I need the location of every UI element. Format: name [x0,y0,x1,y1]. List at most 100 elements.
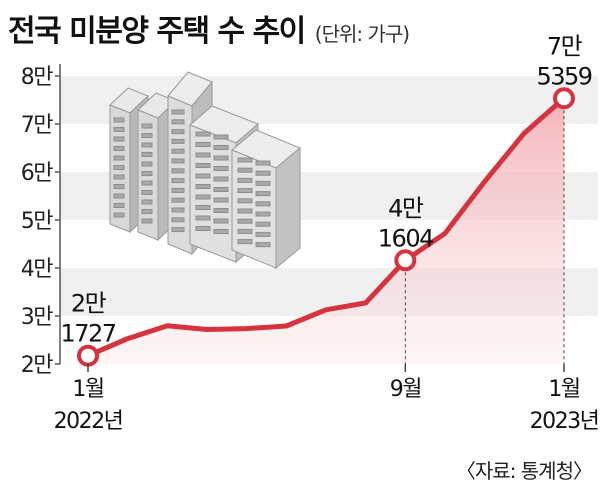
window-icon [255,201,271,207]
window-icon [213,218,229,224]
window-icon [195,131,211,137]
window-icon [113,117,125,123]
window-icon [255,242,271,248]
window-icon [213,155,229,161]
x-tick-label: 1월 [72,377,103,402]
window-icon [113,136,125,142]
window-icon [113,127,125,132]
window-icon [141,142,153,148]
window-icon [213,176,229,182]
window-icon [237,208,253,214]
window-icon [255,180,271,186]
window-icon [255,170,271,176]
window-icon [113,165,125,170]
window-icon [255,231,271,237]
window-icon [141,123,153,129]
window-icon [237,239,253,245]
window-icon [113,174,125,180]
window-icon [113,212,125,218]
data-label: 2만 [71,290,107,318]
window-icon [195,142,211,147]
y-tick-label: 8만 [21,65,53,90]
window-icon [255,191,271,197]
unit-label: (단위: 가구) [314,22,410,46]
window-icon [113,203,125,208]
window-icon [195,205,211,210]
window-icon [171,168,185,174]
area-fill [88,98,564,365]
data-point-marker [553,87,575,110]
data-label: 4만 [388,194,424,222]
x-tick-label: 1월 [548,377,579,402]
window-icon [141,180,153,186]
window-icon [255,211,271,217]
window-icon [141,161,153,167]
window-icon [195,163,211,168]
window-icon [141,133,153,138]
y-tick-label: 6만 [21,161,53,186]
window-icon [171,178,185,184]
window-icon [141,218,153,224]
y-tick-label: 3만 [21,305,53,330]
chart-title: 전국 미분양 주택 수 추이 [8,14,306,49]
y-tick-label: 5만 [21,209,53,234]
window-icon [113,193,125,199]
window-icon [171,119,185,125]
window-icon [141,209,153,214]
window-icon [213,166,229,171]
window-icon [171,129,185,135]
window-icon [213,208,229,213]
x-axis: 1월 2022년 9월 1월 2023년 [54,364,600,434]
x-tick-label: 9월 [390,377,421,402]
window-icon [171,138,185,144]
y-tick-label: 2만 [21,353,53,378]
window-icon [141,190,153,195]
window-icon [195,152,211,158]
window-icon [237,188,253,194]
window-icon [141,171,153,176]
y-tick-label: 4만 [21,257,53,282]
window-icon [213,197,229,203]
window-icon [237,167,253,173]
window-icon [213,145,229,150]
window-icon [113,146,125,151]
window-icon [171,158,185,164]
x-tick-label: 2022년 [54,409,123,434]
window-icon [213,187,229,192]
window-icon [195,194,211,200]
window-icon [195,226,211,231]
series-line [85,95,567,359]
window-icon [171,109,185,115]
window-icon [171,187,185,193]
window-icon [213,229,229,234]
window-icon [213,134,229,140]
source-note: 〈자료: 통계청〉 [455,459,593,483]
window-icon [195,173,211,179]
y-tick-label: 7만 [21,113,53,138]
window-icon [237,218,253,224]
window-icon [255,221,271,227]
window-icon [237,177,253,183]
window-icon [113,155,125,161]
window-icon [113,184,125,189]
data-point-marker [394,249,417,272]
window-icon [171,197,185,203]
window-icon [171,217,185,223]
title-row: 전국 미분양 주택 수 추이 (단위: 가구) [8,6,410,49]
data-label: 1604 [378,224,433,252]
window-icon [141,199,153,205]
x-tick-label: 2023년 [530,409,599,434]
apartment-buildings-icon [109,71,301,270]
window-icon [171,207,185,213]
data-label: 1727 [60,320,115,348]
y-axis: 2만 3만 4만 5만 6만 7만 8만 [21,64,61,378]
window-icon [237,157,253,163]
window-icon [195,184,211,189]
vertical-guides [404,98,565,364]
window-icon [171,227,185,233]
data-label: 5359 [536,62,591,90]
data-label: 7만 [547,32,583,60]
window-icon [171,148,185,154]
